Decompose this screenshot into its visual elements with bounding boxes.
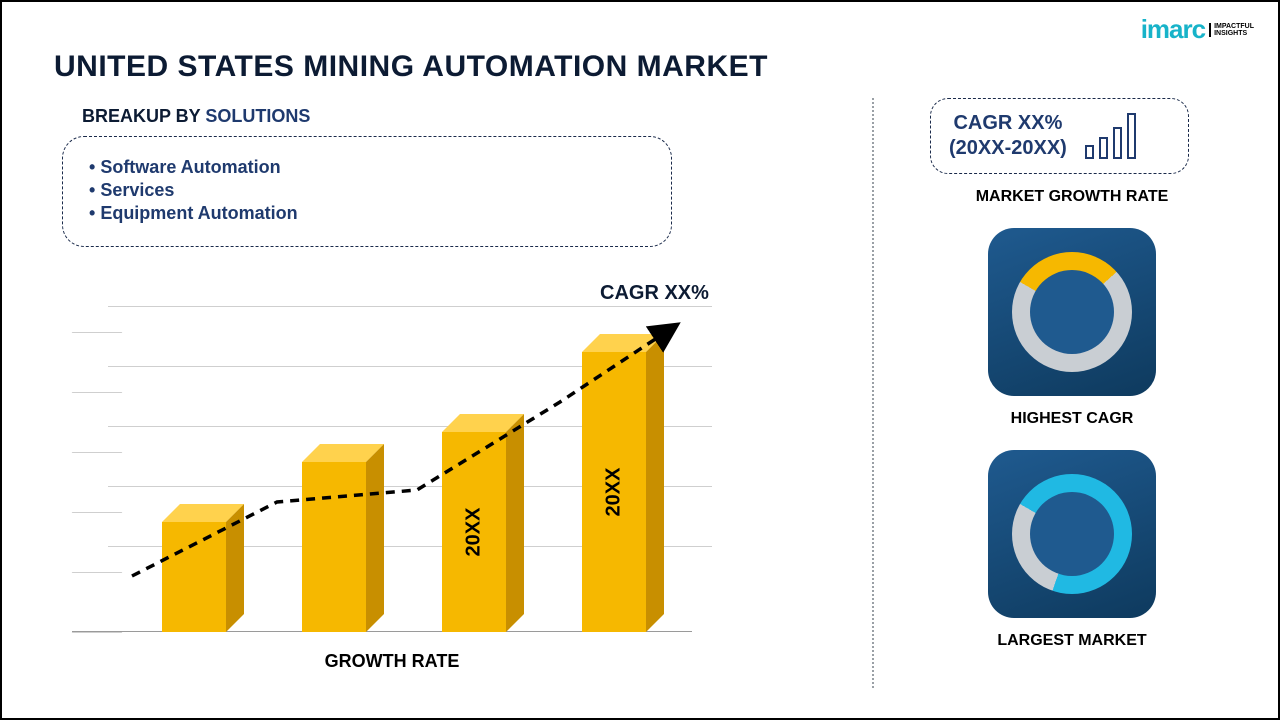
- market-growth-box: CAGR XX% (20XX-20XX): [930, 98, 1189, 174]
- list-item: Equipment Automation: [89, 203, 645, 224]
- cagr-annotation: CAGR XX%: [600, 282, 709, 305]
- donut-center: XX%: [1012, 252, 1132, 372]
- bar: [162, 522, 226, 632]
- right-column: CAGR XX% (20XX-20XX) MARKET GROWTH RATE …: [912, 98, 1232, 650]
- list-item: Software Automation: [89, 157, 645, 178]
- donut-chart: XX: [1012, 474, 1132, 594]
- donut-chart: XX%: [1012, 252, 1132, 372]
- page-title: UNITED STATES MINING AUTOMATION MARKET: [54, 50, 768, 84]
- breakup-heading: BREAKUP BY SOLUTIONS: [82, 106, 310, 127]
- bar-group: 20XX 20XX: [152, 312, 692, 632]
- highest-cagr-tile: XX%: [988, 228, 1156, 396]
- donut-center: XX: [1012, 474, 1132, 594]
- brand-name: imarc: [1141, 14, 1205, 45]
- bar: [302, 462, 366, 632]
- growth-box-text: CAGR XX% (20XX-20XX): [949, 111, 1067, 161]
- brand-tagline: IMPACTFULINSIGHTS: [1209, 23, 1254, 37]
- breakup-list: Software Automation Services Equipment A…: [89, 157, 645, 224]
- x-axis-label: GROWTH RATE: [325, 651, 460, 672]
- tile2-label: LARGEST MARKET: [912, 632, 1232, 650]
- breakup-accent: SOLUTIONS: [205, 106, 310, 126]
- breakup-box: Software Automation Services Equipment A…: [62, 136, 672, 247]
- largest-market-tile: XX: [988, 450, 1156, 618]
- brand-logo: imarc IMPACTFULINSIGHTS: [1141, 14, 1254, 45]
- growth-box-label: MARKET GROWTH RATE: [912, 188, 1232, 206]
- growth-bar-chart: 20XX 20XX GROWTH RATE: [72, 302, 712, 672]
- vertical-divider: [872, 98, 874, 688]
- tile1-label: HIGHEST CAGR: [912, 410, 1232, 428]
- bar: 20XX: [442, 432, 506, 632]
- mini-bars-icon: [1085, 113, 1136, 159]
- bar: 20XX: [582, 352, 646, 632]
- list-item: Services: [89, 180, 645, 201]
